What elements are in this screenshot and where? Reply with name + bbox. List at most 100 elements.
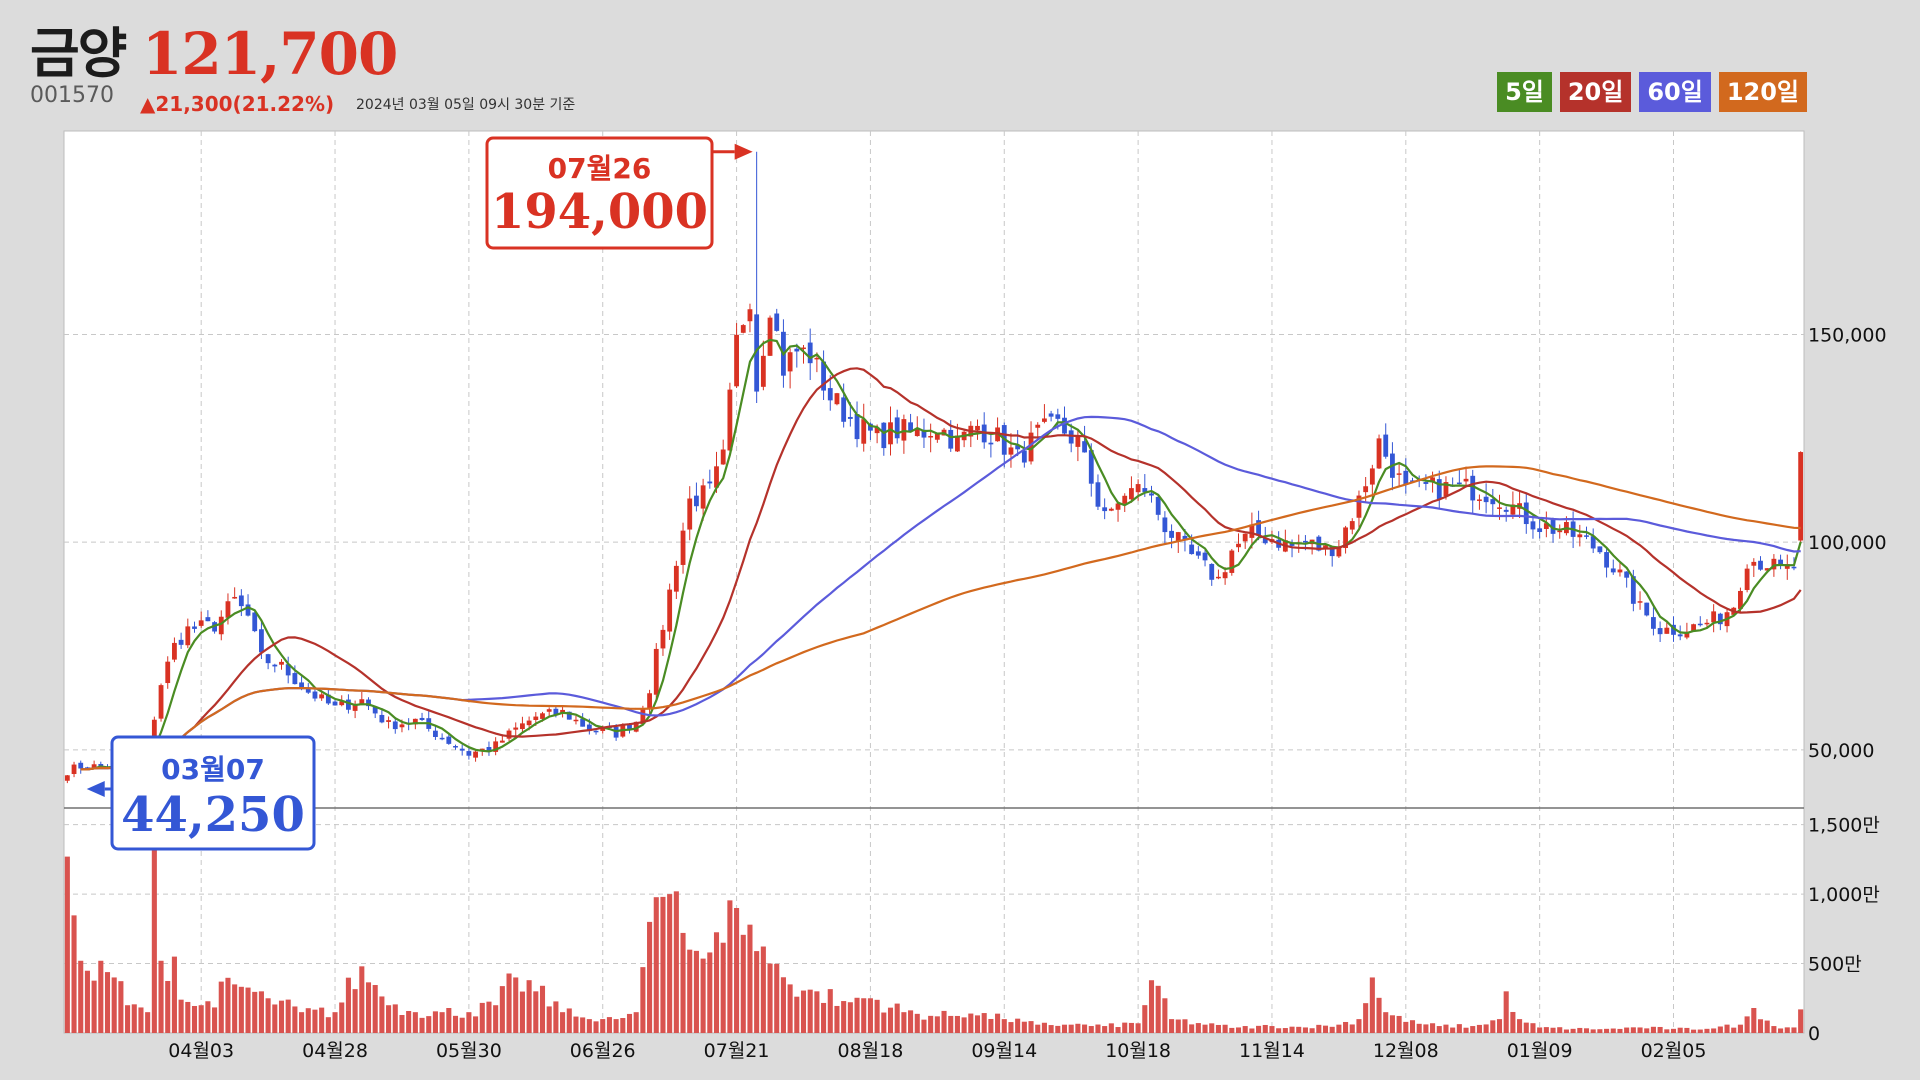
volume-bar	[794, 996, 800, 1033]
candle	[1236, 533, 1241, 553]
candle	[1383, 423, 1389, 459]
candle-body	[1356, 495, 1362, 518]
volume-bar	[633, 1012, 639, 1033]
volume-tick-label: 0	[1808, 1023, 1820, 1045]
volume-bar	[1108, 1023, 1114, 1033]
volume-bar	[1563, 1029, 1569, 1033]
volume-bar	[513, 977, 519, 1033]
volume-bar	[1322, 1025, 1329, 1033]
volume-bar	[238, 986, 244, 1033]
current-price: 121,700	[142, 20, 398, 88]
volume-bar	[352, 989, 358, 1033]
candle	[1503, 506, 1509, 522]
candle	[265, 653, 271, 670]
volume-bar	[212, 1007, 218, 1033]
candle-body	[720, 449, 726, 465]
volume-bar	[841, 1001, 847, 1033]
volume-bar	[954, 1015, 960, 1033]
candle	[1048, 410, 1054, 422]
candle	[807, 328, 813, 381]
candle-body	[834, 393, 840, 405]
candle-body	[359, 699, 365, 705]
volume-bar	[379, 996, 385, 1033]
candle-body	[78, 762, 84, 769]
candle-body	[640, 708, 646, 725]
candle-body	[1758, 560, 1763, 570]
volume-bar	[305, 1008, 311, 1033]
volume-bar	[800, 990, 807, 1033]
candle-body	[1082, 441, 1087, 453]
volume-bar	[1423, 1024, 1429, 1033]
candle-body	[1383, 434, 1389, 457]
volume-bar	[1697, 1029, 1703, 1033]
annotation-box	[485, 136, 714, 250]
volume-bar	[981, 1013, 987, 1033]
candle-body	[486, 747, 492, 751]
volume-bar	[740, 934, 746, 1033]
volume-bar	[707, 952, 713, 1033]
volume-bar	[1142, 1005, 1148, 1033]
candle	[1242, 533, 1248, 549]
annotation-value: 44,250	[121, 787, 305, 843]
candle	[1577, 524, 1583, 547]
candle	[1550, 517, 1556, 543]
candle	[1543, 511, 1549, 538]
volume-bar	[1450, 1027, 1456, 1033]
candle	[1463, 466, 1469, 488]
volume-bar	[71, 915, 77, 1033]
volume-bar	[680, 932, 686, 1033]
ma120-line	[80, 465, 1801, 771]
candle-body	[1697, 623, 1703, 626]
volume-bar	[1711, 1028, 1717, 1033]
candle-body	[988, 442, 994, 445]
volume-bar	[452, 1015, 459, 1033]
candle-body	[1256, 520, 1261, 536]
candle-body	[165, 661, 171, 684]
volume-bar	[1751, 1008, 1757, 1033]
candle-body	[1470, 475, 1476, 501]
volume-tick-label: 500만	[1808, 954, 1862, 976]
price-change: ▲21,300(21.22%)	[140, 92, 335, 116]
candle	[653, 643, 659, 700]
volume-bar	[1095, 1024, 1101, 1033]
candle-body	[1303, 540, 1308, 543]
candle	[660, 624, 666, 656]
volume-bar	[887, 1007, 894, 1033]
volume-bar	[1577, 1027, 1583, 1033]
candle-body	[1604, 552, 1609, 568]
candle-body	[392, 721, 398, 730]
candle-body	[955, 435, 960, 452]
candle-body	[700, 485, 706, 509]
volume-bar	[767, 963, 773, 1033]
candle	[1657, 621, 1663, 643]
volume-bar	[1229, 1027, 1235, 1033]
volume-bar	[1115, 1027, 1121, 1033]
candle-body	[185, 626, 191, 646]
volume-bar	[506, 973, 512, 1033]
candle	[1122, 493, 1128, 513]
candle-body	[499, 740, 505, 743]
candle	[372, 706, 378, 719]
candle-body	[1436, 479, 1442, 500]
candle	[1557, 524, 1563, 539]
candle-body	[339, 701, 345, 706]
candle-body	[151, 719, 157, 747]
volume-bar	[1731, 1027, 1737, 1033]
candle	[888, 406, 893, 456]
candle	[513, 722, 519, 737]
candle	[1149, 485, 1154, 503]
price-tick-label: 150,000	[1808, 325, 1887, 347]
candle-body	[1577, 534, 1583, 538]
candle	[1129, 476, 1134, 503]
volume-bar	[232, 984, 238, 1033]
volume-bar	[626, 1013, 633, 1033]
volume-bar	[620, 1018, 626, 1033]
volume-bar	[881, 1012, 887, 1033]
candle-body	[1122, 495, 1128, 504]
volume-bar	[640, 967, 646, 1033]
candle	[1637, 591, 1643, 610]
candle-body	[158, 685, 164, 719]
candle-body	[573, 719, 579, 722]
